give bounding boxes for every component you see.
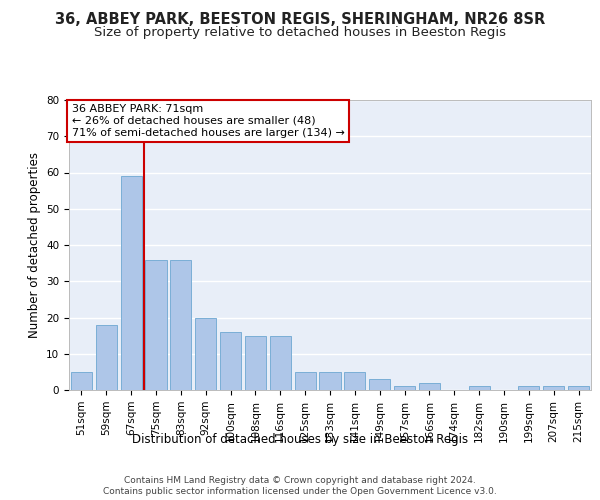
Y-axis label: Number of detached properties: Number of detached properties: [28, 152, 41, 338]
Bar: [344, 372, 365, 390]
Bar: [270, 336, 291, 390]
Bar: [145, 260, 167, 390]
Text: Contains HM Land Registry data © Crown copyright and database right 2024.: Contains HM Land Registry data © Crown c…: [124, 476, 476, 485]
Bar: [245, 336, 266, 390]
Bar: [394, 386, 415, 390]
Text: Distribution of detached houses by size in Beeston Regis: Distribution of detached houses by size …: [132, 432, 468, 446]
Bar: [220, 332, 241, 390]
Text: 36, ABBEY PARK, BEESTON REGIS, SHERINGHAM, NR26 8SR: 36, ABBEY PARK, BEESTON REGIS, SHERINGHA…: [55, 12, 545, 28]
Text: 36 ABBEY PARK: 71sqm
← 26% of detached houses are smaller (48)
71% of semi-detac: 36 ABBEY PARK: 71sqm ← 26% of detached h…: [71, 104, 344, 138]
Bar: [121, 176, 142, 390]
Bar: [419, 383, 440, 390]
Bar: [469, 386, 490, 390]
Text: Size of property relative to detached houses in Beeston Regis: Size of property relative to detached ho…: [94, 26, 506, 39]
Bar: [195, 318, 216, 390]
Bar: [295, 372, 316, 390]
Bar: [568, 386, 589, 390]
Bar: [518, 386, 539, 390]
Bar: [71, 372, 92, 390]
Text: Contains public sector information licensed under the Open Government Licence v3: Contains public sector information licen…: [103, 487, 497, 496]
Bar: [543, 386, 564, 390]
Bar: [170, 260, 191, 390]
Bar: [369, 379, 390, 390]
Bar: [319, 372, 341, 390]
Bar: [96, 325, 117, 390]
